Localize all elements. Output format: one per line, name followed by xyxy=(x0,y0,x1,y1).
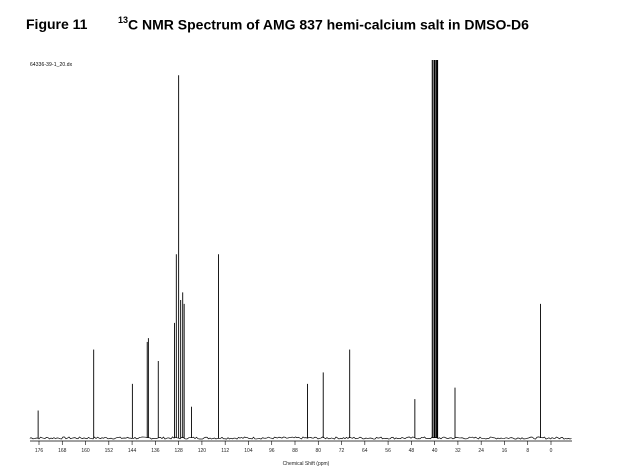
x-tick-label-128: 128 xyxy=(174,448,183,454)
figure-title: 13C NMR Spectrum of AMG 837 hemi-calcium… xyxy=(118,15,529,33)
file-id: 64336-39-1_20.dx xyxy=(30,62,73,68)
x-tick-label-16: 16 xyxy=(502,448,508,454)
x-tick-label-24: 24 xyxy=(478,448,484,454)
x-tick-label-80: 80 xyxy=(315,448,321,454)
x-tick-label-104: 104 xyxy=(244,448,253,454)
x-tick-label-152: 152 xyxy=(105,448,114,454)
x-tick-label-0: 0 xyxy=(550,448,553,454)
tick-layer: 176 168 160 152 144 136 128 120 112 104 96 88 80 72 64… xyxy=(35,441,553,454)
x-tick-label-32: 32 xyxy=(455,448,461,454)
figure-label: Figure 11 xyxy=(26,16,88,32)
title-text: C NMR Spectrum of AMG 837 hemi-calcium s… xyxy=(128,16,529,33)
x-tick-label-120: 120 xyxy=(198,448,207,454)
x-tick-label-112: 112 xyxy=(221,448,229,454)
x-tick-label-72: 72 xyxy=(339,448,345,454)
x-axis-label: Chemical Shift (ppm) xyxy=(283,461,330,467)
x-tick-label-144: 144 xyxy=(128,448,137,454)
x-tick-label-56: 56 xyxy=(385,448,391,454)
title-superscript: 13 xyxy=(118,15,129,25)
x-tick-label-168: 168 xyxy=(58,448,67,454)
x-tick-label-136: 136 xyxy=(151,448,160,454)
x-tick-label-176: 176 xyxy=(35,448,44,454)
x-tick-label-88: 88 xyxy=(292,448,298,454)
x-tick-label-48: 48 xyxy=(409,448,415,454)
peaks-layer xyxy=(29,60,572,440)
x-tick-label-64: 64 xyxy=(362,448,368,454)
baseline-noise xyxy=(29,436,572,440)
x-tick-label-40: 40 xyxy=(432,448,438,454)
x-tick-label-8: 8 xyxy=(526,448,529,454)
x-tick-label-96: 96 xyxy=(269,448,275,454)
x-tick-label-160: 160 xyxy=(81,448,90,454)
